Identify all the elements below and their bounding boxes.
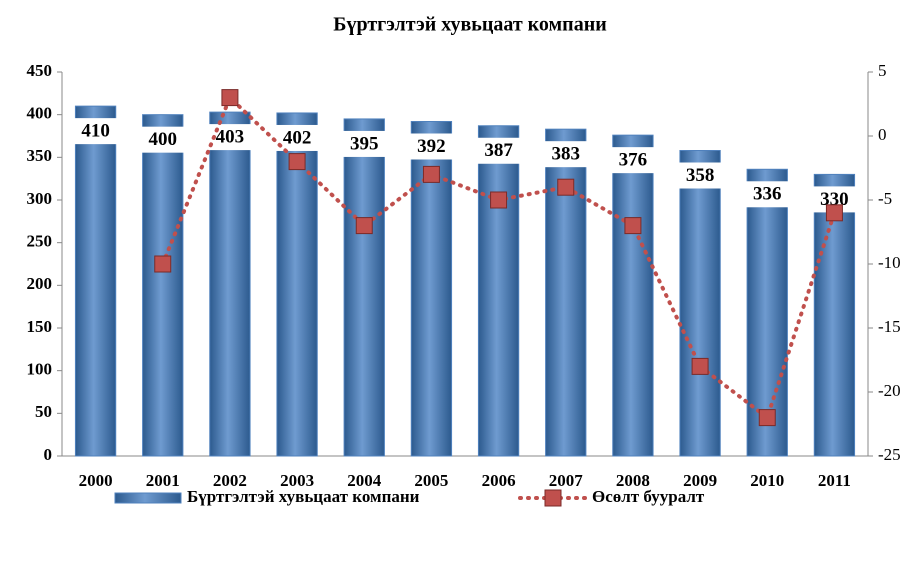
value-label: 392 bbox=[417, 136, 446, 157]
value-label-box bbox=[474, 137, 523, 164]
bar bbox=[746, 168, 788, 457]
y-tick-label: 0 bbox=[44, 445, 53, 464]
y-tick-label: 350 bbox=[27, 146, 53, 165]
x-tick-label: 2010 bbox=[750, 471, 784, 490]
bar bbox=[612, 134, 654, 457]
y-tick-label: 100 bbox=[27, 360, 53, 379]
x-tick-label: 2011 bbox=[818, 471, 851, 490]
x-tick-label: 2007 bbox=[549, 471, 584, 490]
x-tick-label: 2003 bbox=[280, 471, 314, 490]
value-label-box bbox=[340, 130, 389, 157]
bar bbox=[209, 111, 251, 457]
x-tick-label: 2001 bbox=[146, 471, 180, 490]
x-tick-label: 2009 bbox=[683, 471, 717, 490]
y2-tick-label: -5 bbox=[878, 189, 892, 208]
x-tick-label: 2004 bbox=[347, 471, 382, 490]
x-tick-label: 2002 bbox=[213, 471, 247, 490]
value-label-box bbox=[608, 147, 657, 174]
value-label: 402 bbox=[283, 127, 312, 148]
y-tick-label: 450 bbox=[27, 61, 53, 80]
y-tick-label: 400 bbox=[27, 104, 53, 123]
legend-label: Бүртгэлтэй хувьцаат компани bbox=[187, 487, 420, 506]
legend-marker bbox=[544, 489, 562, 507]
y2-tick-label: 0 bbox=[878, 125, 887, 144]
chart-title: Бүртгэлтэй хувьцаат компани bbox=[333, 14, 607, 36]
marker bbox=[758, 409, 776, 427]
value-label: 400 bbox=[149, 129, 178, 150]
x-tick-label: 2006 bbox=[482, 471, 516, 490]
x-tick-label: 2008 bbox=[616, 471, 650, 490]
marker bbox=[154, 255, 172, 273]
marker bbox=[422, 165, 440, 183]
value-label: 336 bbox=[753, 184, 782, 205]
y2-tick-label: 5 bbox=[878, 61, 887, 80]
y2-tick-label: -25 bbox=[878, 445, 901, 464]
bar bbox=[545, 128, 587, 457]
marker bbox=[624, 217, 642, 235]
marker bbox=[691, 357, 709, 375]
marker bbox=[221, 89, 239, 107]
bar bbox=[142, 114, 184, 457]
value-label-box bbox=[71, 118, 120, 145]
bar bbox=[813, 173, 856, 457]
legend-swatch bbox=[114, 492, 182, 504]
y-tick-label: 150 bbox=[27, 317, 53, 336]
y-tick-label: 50 bbox=[35, 402, 52, 421]
value-label: 403 bbox=[216, 126, 245, 147]
marker bbox=[288, 153, 306, 171]
marker bbox=[825, 204, 843, 222]
value-label: 395 bbox=[350, 133, 379, 154]
value-label-box bbox=[743, 181, 792, 208]
value-label: 358 bbox=[686, 165, 715, 186]
y-tick-label: 200 bbox=[27, 274, 53, 293]
value-label: 387 bbox=[484, 140, 513, 161]
value-label-box bbox=[676, 162, 725, 189]
y2-tick-label: -10 bbox=[878, 253, 901, 272]
value-label: 410 bbox=[81, 120, 110, 141]
x-tick-label: 2005 bbox=[414, 471, 448, 490]
legend-label: Өсөлт бууралт bbox=[592, 487, 705, 506]
bar bbox=[477, 125, 520, 457]
value-label-box bbox=[541, 141, 590, 168]
marker bbox=[355, 217, 373, 235]
value-label: 376 bbox=[619, 150, 648, 171]
bar bbox=[343, 118, 385, 457]
y-tick-label: 300 bbox=[27, 189, 53, 208]
bar bbox=[679, 150, 721, 457]
bar bbox=[276, 112, 318, 457]
y2-tick-label: -20 bbox=[878, 381, 901, 400]
x-tick-label: 2000 bbox=[79, 471, 113, 490]
bar bbox=[74, 105, 117, 457]
value-label: 383 bbox=[552, 144, 581, 165]
value-label-box bbox=[407, 133, 456, 160]
marker bbox=[490, 191, 508, 209]
y2-tick-label: -15 bbox=[878, 317, 901, 336]
value-label-box bbox=[138, 126, 187, 153]
marker bbox=[557, 178, 575, 196]
y-tick-label: 250 bbox=[27, 232, 53, 251]
